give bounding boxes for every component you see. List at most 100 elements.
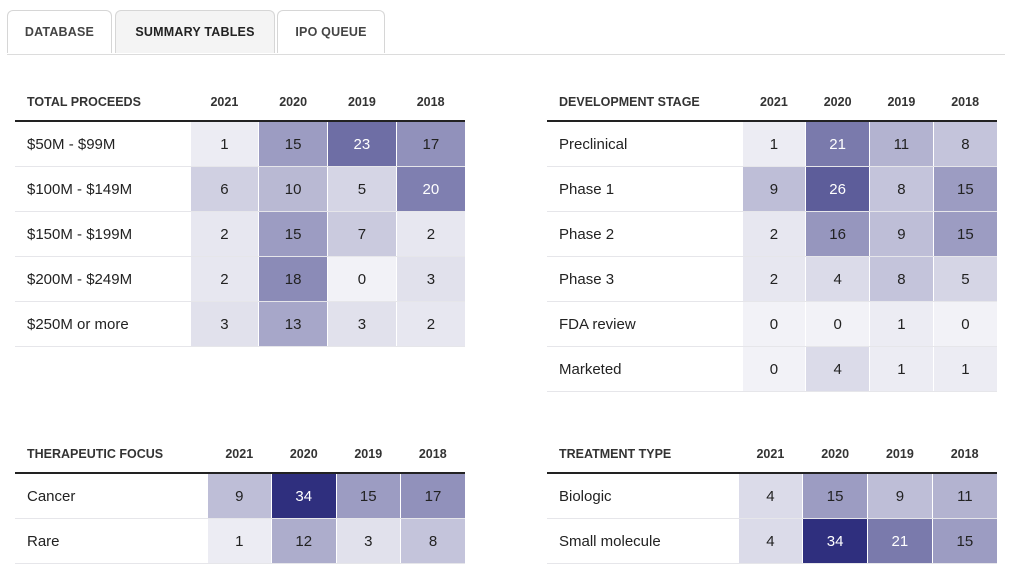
heatmap-cell: 2: [189, 256, 259, 302]
heatmap-cell: 5: [327, 166, 397, 212]
table-row-marketed: Marketed 0 4 1 1: [547, 346, 997, 392]
heatmap-cell: 1: [869, 301, 934, 347]
row-label: Biologic: [547, 473, 738, 519]
heatmap-cell: 4: [737, 518, 803, 564]
year-header: 2021: [742, 84, 806, 122]
heatmap-cell: 26: [805, 166, 870, 212]
year-header: 2020: [802, 436, 868, 474]
heatmap-cell: 15: [258, 211, 328, 257]
year-header: 2021: [207, 436, 272, 474]
year-header: 2019: [336, 436, 401, 474]
heatmap-cell: 21: [867, 518, 933, 564]
heatmap-cell: 8: [932, 121, 997, 167]
table-row-50m-99m: $50M - $99M 1 15 23 17: [15, 121, 465, 167]
tab-summary-tables[interactable]: SUMMARY TABLES: [115, 10, 275, 53]
heatmap-cell: 3: [335, 518, 401, 564]
heatmap-cell: 15: [932, 211, 997, 257]
heatmap-cell: 2: [741, 256, 806, 302]
table-title: THERAPEUTIC FOCUS: [15, 436, 207, 474]
year-header: 2019: [327, 84, 397, 122]
heatmap-cell: 0: [327, 256, 397, 302]
heatmap-cell: 8: [400, 518, 465, 564]
heatmap-cell: 10: [258, 166, 328, 212]
heatmap-cell: 4: [737, 473, 803, 519]
year-header: 2020: [258, 84, 328, 122]
table-title: TREATMENT TYPE: [547, 436, 738, 474]
heatmap-cell: 2: [395, 301, 465, 347]
heatmap-cell: 34: [802, 518, 868, 564]
year-header: 2019: [869, 84, 934, 122]
heatmap-cell: 21: [805, 121, 870, 167]
row-label: Small molecule: [547, 518, 738, 564]
heatmap-cell: 15: [931, 518, 997, 564]
table-row-150m-199m: $150M - $199M 2 15 7 2: [15, 211, 465, 257]
year-header: 2018: [400, 436, 465, 474]
heatmap-cell: 34: [271, 473, 336, 519]
row-label: $200M - $249M: [15, 256, 190, 302]
heatmap-cell: 4: [805, 346, 870, 392]
table-row-rare: Rare 1 12 3 8: [15, 518, 465, 564]
year-header: 2020: [805, 84, 870, 122]
heatmap-cell: 11: [869, 121, 934, 167]
heatmap-cell: 11: [931, 473, 997, 519]
year-header: 2019: [867, 436, 933, 474]
therapeutic-focus-table: THERAPEUTIC FOCUS 2021 2020 2019 2018 Cancer 9…: [15, 436, 465, 564]
tab-database[interactable]: DATABASE: [7, 10, 112, 53]
heatmap-cell: 1: [741, 121, 806, 167]
summary-tab-bar: DATABASE SUMMARY TABLES IPO QUEUE: [7, 10, 1005, 55]
year-header: 2020: [271, 436, 336, 474]
heatmap-cell: 0: [741, 346, 806, 392]
heatmap-cell: 1: [869, 346, 934, 392]
heatmap-cell: 17: [400, 473, 465, 519]
heatmap-cell: 3: [327, 301, 397, 347]
heatmap-cell: 17: [395, 121, 465, 167]
heatmap-cell: 6: [189, 166, 259, 212]
heatmap-cell: 15: [335, 473, 401, 519]
table-row-biologic: Biologic 4 15 9 11: [547, 473, 997, 519]
heatmap-cell: 0: [932, 301, 997, 347]
table-row-200m-249m: $200M - $249M 2 18 0 3: [15, 256, 465, 302]
heatmap-cell: 8: [869, 256, 934, 302]
heatmap-cell: 0: [805, 301, 870, 347]
table-row-preclinical: Preclinical 1 21 11 8: [547, 121, 997, 167]
heatmap-cell: 15: [258, 121, 328, 167]
heatmap-cell: 15: [932, 166, 997, 212]
heatmap-cell: 9: [869, 211, 934, 257]
row-label: Marketed: [547, 346, 742, 392]
table-row-250m-or-more: $250M or more 3 13 3 2: [15, 301, 465, 347]
row-label: Phase 3: [547, 256, 742, 302]
table-row-phase-2: Phase 2 2 16 9 15: [547, 211, 997, 257]
row-label: $150M - $199M: [15, 211, 190, 257]
table-row-phase-1: Phase 1 9 26 8 15: [547, 166, 997, 212]
row-label: Rare: [15, 518, 207, 564]
heatmap-cell: 2: [189, 211, 259, 257]
development-stage-table: DEVELOPMENT STAGE 2021 2020 2019 2018 Preclin…: [547, 84, 997, 392]
heatmap-cell: 13: [258, 301, 328, 347]
row-label: $100M - $149M: [15, 166, 190, 212]
row-label: Cancer: [15, 473, 207, 519]
row-label: Phase 2: [547, 211, 742, 257]
heatmap-cell: 8: [869, 166, 934, 212]
heatmap-cell: 3: [189, 301, 259, 347]
table-title: DEVELOPMENT STAGE: [547, 84, 742, 122]
table-row-100m-149m: $100M - $149M 6 10 5 20: [15, 166, 465, 212]
year-header: 2021: [738, 436, 803, 474]
heatmap-cell: 7: [327, 211, 397, 257]
heatmap-cell: 1: [932, 346, 997, 392]
heatmap-cell: 16: [805, 211, 870, 257]
heatmap-cell: 9: [741, 166, 806, 212]
treatment-type-table: TREATMENT TYPE 2021 2020 2019 2018 Biologic 4 1…: [547, 436, 997, 564]
table-row-small-molecule: Small molecule 4 34 21 15: [547, 518, 997, 564]
year-header: 2018: [933, 84, 997, 122]
tab-ipo-queue[interactable]: IPO QUEUE: [277, 10, 385, 53]
heatmap-cell: 0: [741, 301, 806, 347]
heatmap-cell: 18: [258, 256, 328, 302]
row-label: Preclinical: [547, 121, 742, 167]
row-label: Phase 1: [547, 166, 742, 212]
heatmap-cell: 9: [867, 473, 933, 519]
table-title: TOTAL PROCEEDS: [15, 84, 190, 122]
row-label: FDA review: [547, 301, 742, 347]
year-header: 2018: [396, 84, 465, 122]
heatmap-cell: 2: [395, 211, 465, 257]
